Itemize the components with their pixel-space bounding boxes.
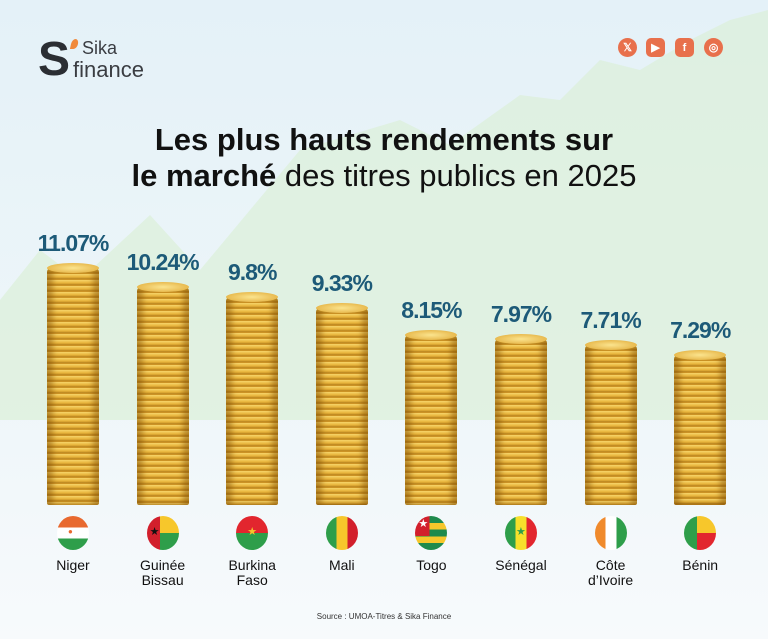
data-label: 7.97%: [490, 301, 552, 328]
data-label: 11.07%: [37, 230, 110, 257]
flag-niger-icon: ●: [57, 516, 89, 550]
flag-sénégal-icon: ★: [505, 516, 537, 550]
bar-coin-stack: [226, 292, 279, 505]
bar-coin-stack: [584, 340, 637, 505]
flag-emblem-icon: ★: [418, 518, 429, 530]
flag-mali-icon: [325, 516, 358, 550]
flag-emblem-icon: ★: [516, 526, 526, 538]
category-label: Bénin: [650, 558, 750, 573]
category-label-line: Mali: [328, 557, 355, 573]
flag-c-te-d-ivoire-icon: [594, 516, 627, 550]
flag-bénin-icon: [684, 516, 717, 550]
instagram-icon[interactable]: ◎: [704, 38, 723, 57]
sika-finance-logo: S Sika finance: [38, 36, 178, 86]
category-label: Niger: [23, 558, 123, 573]
logo-s: S: [38, 33, 71, 86]
category-label: Togo: [381, 558, 481, 573]
title-line-1: Les plus hauts rendements sur: [154, 122, 614, 157]
category-label-line: Guinée: [140, 557, 186, 573]
category-label-line: d’Ivoire: [588, 572, 634, 588]
title-line-2: le marché des titres publics en 2025: [131, 158, 637, 193]
category-label-line: Côte: [595, 557, 626, 573]
category-label: Côte d’Ivoire: [561, 558, 661, 588]
category-label-line: Bissau: [141, 572, 184, 588]
category-label: Sénégal: [471, 558, 571, 573]
bar-coin-stack: [47, 263, 99, 505]
category-label-line: Togo: [416, 557, 447, 573]
category-label-line: Bénin: [682, 557, 719, 573]
flag-emblem-icon: ★: [149, 526, 160, 538]
flag-togo-icon: ★: [415, 516, 448, 550]
logo-finance: finance: [73, 57, 144, 82]
flag-emblem-icon: ●: [68, 527, 73, 536]
flag-guinée-bissau-icon: ★: [146, 516, 179, 550]
data-label: 9.8%: [227, 259, 277, 286]
youtube-icon[interactable]: ▶: [646, 38, 665, 57]
bar-coin-stack: [315, 303, 368, 505]
category-label-line: Faso: [236, 572, 268, 588]
bar-coin-stack: [136, 282, 189, 505]
bar-coin-stack: [405, 330, 458, 505]
category-label: Guinée Bissau: [113, 558, 213, 588]
source-note: Source : UMOA-Titres & Sika Finance: [316, 612, 452, 621]
category-label-line: Niger: [56, 557, 90, 573]
category-label: Mali: [292, 558, 392, 573]
category-label-line: Sénégal: [495, 557, 547, 573]
data-label: 10.24%: [126, 249, 200, 276]
logo-sika: Sika: [82, 38, 118, 58]
flag-emblem-icon: ★: [247, 526, 258, 538]
data-label: 9.33%: [311, 270, 373, 297]
data-label: 7.29%: [670, 317, 731, 344]
bar-coin-stack: [674, 350, 727, 505]
data-label: 7.71%: [580, 307, 641, 334]
x-icon[interactable]: 𝕏: [618, 38, 637, 57]
facebook-icon[interactable]: f: [675, 38, 694, 57]
category-label: Burkina Faso: [202, 558, 302, 588]
logo-apostrophe-icon: [69, 39, 80, 49]
category-label-line: Burkina: [228, 557, 276, 573]
flag-burkina-faso-icon: ★: [236, 516, 269, 550]
bar-coin-stack: [495, 334, 547, 505]
data-label: 8.15%: [401, 297, 462, 324]
